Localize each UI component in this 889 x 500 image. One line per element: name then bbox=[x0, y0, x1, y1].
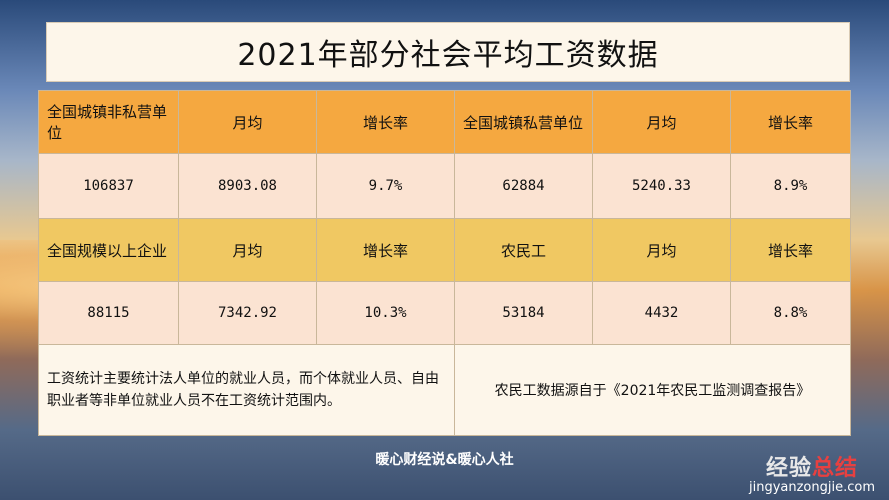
watermark-logo: 经验总结 jingyanzongjie.com bbox=[749, 450, 875, 495]
cell-migrant-monthly: 4432 bbox=[592, 281, 731, 345]
header-large-enterprises: 全国规模以上企业 bbox=[38, 218, 179, 282]
cell-nonprivate-monthly: 8903.08 bbox=[178, 153, 317, 219]
header-monthly-avg: 月均 bbox=[178, 218, 317, 282]
cell-enterprise-monthly: 7342.92 bbox=[178, 281, 317, 345]
header-monthly-avg: 月均 bbox=[592, 218, 731, 282]
header-growth-rate: 增长率 bbox=[316, 90, 455, 154]
caption: 暖心财经说&暖心人社 bbox=[375, 452, 514, 468]
table-header-row-2: 全国规模以上企业 月均 增长率 农民工 月均 增长率 bbox=[38, 218, 851, 282]
header-private-units: 全国城镇私营单位 bbox=[454, 90, 593, 154]
table-row: 88115 7342.92 10.3% 53184 4432 8.8% bbox=[38, 281, 851, 345]
watermark-url: jingyanzongjie.com bbox=[748, 480, 875, 495]
header-growth-rate: 增长率 bbox=[730, 218, 851, 282]
cell-nonprivate-growth: 9.7% bbox=[316, 153, 455, 219]
cell-private-monthly: 5240.33 bbox=[592, 153, 731, 219]
cell-enterprise-annual: 88115 bbox=[38, 281, 179, 345]
watermark-text-a: 经验 bbox=[765, 456, 812, 481]
watermark-text-b: 总结 bbox=[811, 456, 858, 481]
header-growth-rate: 增长率 bbox=[730, 90, 851, 154]
header-monthly-avg: 月均 bbox=[592, 90, 731, 154]
note-migrant-source: 农民工数据源自于《2021年农民工监测调查报告》 bbox=[454, 344, 851, 436]
note-statistics-scope: 工资统计主要统计法人单位的就业人员，而个体就业人员、自由职业者等非单位就业人员不… bbox=[38, 344, 455, 436]
table-header-row-1: 全国城镇非私营单位 月均 增长率 全国城镇私营单位 月均 增长率 bbox=[38, 90, 851, 154]
header-nonprivate-units: 全国城镇非私营单位 bbox=[38, 90, 179, 154]
header-monthly-avg: 月均 bbox=[178, 90, 317, 154]
header-migrant-workers: 农民工 bbox=[454, 218, 593, 282]
cell-enterprise-growth: 10.3% bbox=[316, 281, 455, 345]
cell-nonprivate-annual: 106837 bbox=[38, 153, 179, 219]
header-growth-rate: 增长率 bbox=[316, 218, 455, 282]
notes-row: 工资统计主要统计法人单位的就业人员，而个体就业人员、自由职业者等非单位就业人员不… bbox=[38, 344, 851, 436]
table-row: 106837 8903.08 9.7% 62884 5240.33 8.9% bbox=[38, 153, 851, 219]
page-title: 2021年部分社会平均工资数据 bbox=[46, 22, 850, 82]
cell-migrant-growth: 8.8% bbox=[730, 281, 851, 345]
cell-private-growth: 8.9% bbox=[730, 153, 851, 219]
cell-private-annual: 62884 bbox=[454, 153, 593, 219]
wage-table: 全国城镇非私营单位 月均 增长率 全国城镇私营单位 月均 增长率 106837 … bbox=[38, 90, 851, 436]
cell-migrant-annual: 53184 bbox=[454, 281, 593, 345]
